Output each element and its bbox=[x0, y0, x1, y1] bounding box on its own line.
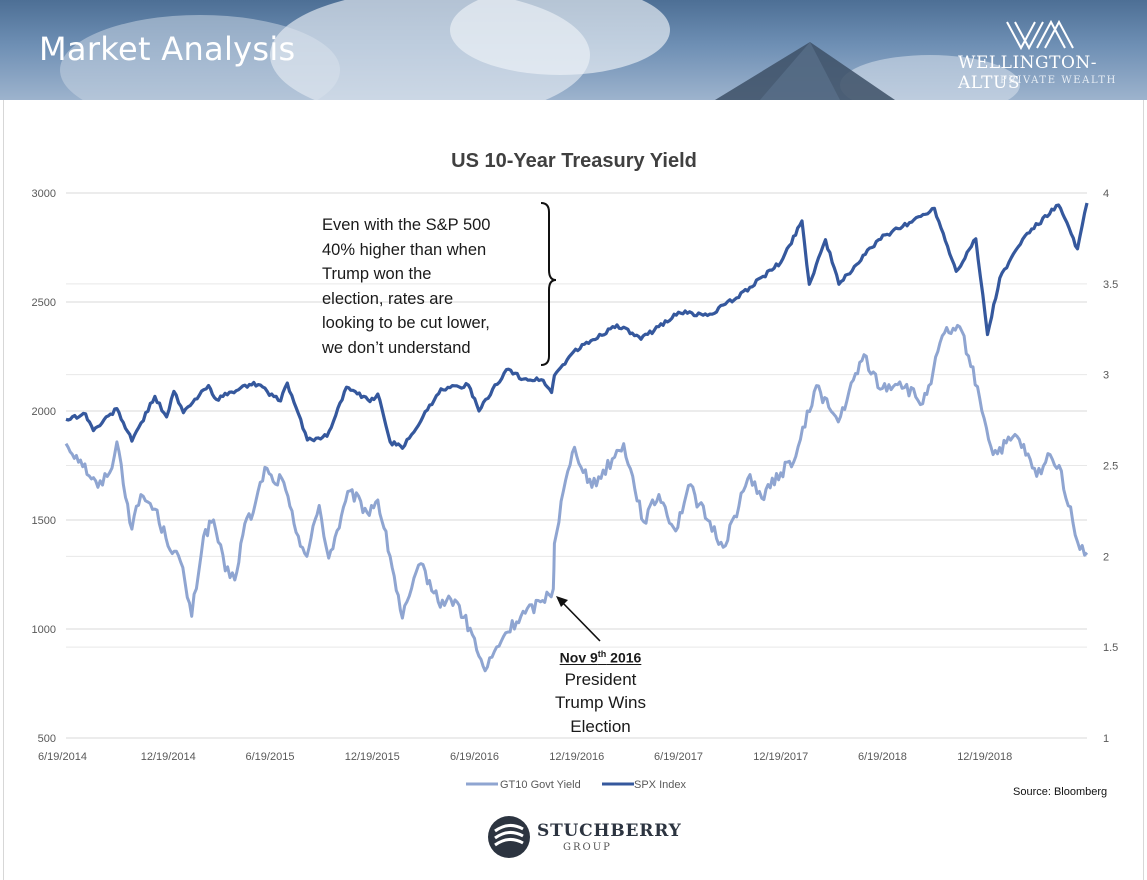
frame-border-left bbox=[3, 100, 4, 880]
x-tick-label: 12/19/2016 bbox=[549, 751, 604, 763]
brand-name: WELLINGTON-ALTUS bbox=[958, 53, 1098, 93]
legend-label-spx: SPX Index bbox=[634, 779, 686, 791]
election-line: Election bbox=[570, 716, 631, 736]
x-tick-label: 12/19/2015 bbox=[345, 751, 400, 763]
y-left-tick-label: 2500 bbox=[32, 297, 56, 309]
election-line: President bbox=[564, 669, 637, 689]
x-tick-label: 6/19/2015 bbox=[246, 751, 295, 763]
yield-spx-chart: US 10-Year Treasury Yield 500 1000 1500 2000… bbox=[32, 150, 1119, 791]
annotation-line: we don’t understand bbox=[322, 338, 471, 357]
y-right-tick-label: 3.5 bbox=[1103, 279, 1118, 291]
y-right-tick-label: 3 bbox=[1103, 370, 1109, 382]
y-right-tick-label: 2.5 bbox=[1103, 461, 1118, 473]
y-left-tick-label: 3000 bbox=[32, 188, 56, 200]
x-tick-label: 6/19/2018 bbox=[858, 751, 907, 763]
y-left-tick-label: 1500 bbox=[32, 515, 56, 527]
x-tick-label: 6/19/2016 bbox=[450, 751, 499, 763]
banner-background-image bbox=[60, 0, 1020, 100]
election-arrow-head bbox=[556, 596, 568, 607]
y-right-tick-label: 2 bbox=[1103, 551, 1109, 563]
series-gt10-line bbox=[64, 323, 1089, 673]
series-spx-line bbox=[65, 202, 1089, 450]
election-date-day: Nov 9 bbox=[559, 649, 598, 666]
header-banner: Market Analysis WELLINGTON-ALTUS PRIVATE… bbox=[0, 0, 1147, 100]
page-title: Market Analysis bbox=[39, 30, 296, 68]
source-note: Source: Bloomberg bbox=[1013, 786, 1108, 798]
footer-brand-name: STUCHBERRY bbox=[537, 821, 682, 841]
election-date-year: 2016 bbox=[606, 649, 642, 666]
wellington-altus-logo-icon bbox=[1006, 19, 1074, 51]
annotation-line: election, rates are bbox=[322, 289, 454, 308]
election-date: Nov 9th 2016 bbox=[528, 649, 673, 666]
election-annotation: Nov 9th 2016 President Trump Wins Electi… bbox=[528, 649, 673, 738]
annotation-line: Even with the S&P 500 bbox=[322, 216, 491, 234]
x-tick-label: 6/19/2014 bbox=[38, 751, 87, 763]
annotation-bracket bbox=[540, 202, 557, 366]
x-tick-label: 12/19/2018 bbox=[957, 751, 1012, 763]
election-text: President Trump Wins Election bbox=[528, 668, 673, 739]
brand-subtitle: PRIVATE WEALTH bbox=[1000, 75, 1117, 86]
annotation-line: looking to be cut lower, bbox=[322, 314, 490, 332]
x-tick-label: 12/19/2017 bbox=[753, 751, 808, 763]
footer-brand-subtitle: GROUP bbox=[563, 842, 612, 853]
x-tick-label: 12/19/2014 bbox=[141, 751, 196, 763]
election-date-suffix: th bbox=[597, 649, 607, 659]
y-left-tick-label: 1000 bbox=[32, 624, 56, 636]
y-right-tick-label: 1 bbox=[1103, 733, 1109, 745]
annotation-line: Trump won the bbox=[322, 265, 432, 283]
stuchberry-logo-icon bbox=[488, 816, 530, 858]
y-left-tick-label: 2000 bbox=[32, 406, 56, 418]
annotation-line: 40% higher than when bbox=[322, 240, 487, 259]
legend-label-gt10: GT10 Govt Yield bbox=[500, 779, 581, 791]
election-line: Trump Wins bbox=[555, 693, 646, 713]
x-tick-label: 6/19/2017 bbox=[654, 751, 703, 763]
chart-title: US 10-Year Treasury Yield bbox=[451, 150, 697, 172]
y-left-tick-label: 500 bbox=[38, 733, 56, 745]
frame-border-right bbox=[1143, 100, 1144, 880]
y-right-tick-label: 1.5 bbox=[1103, 642, 1118, 654]
election-arrow bbox=[560, 600, 601, 642]
annotation-text: Even with the S&P 500 40% higher than wh… bbox=[322, 213, 542, 360]
y-right-tick-label: 4 bbox=[1103, 188, 1109, 200]
